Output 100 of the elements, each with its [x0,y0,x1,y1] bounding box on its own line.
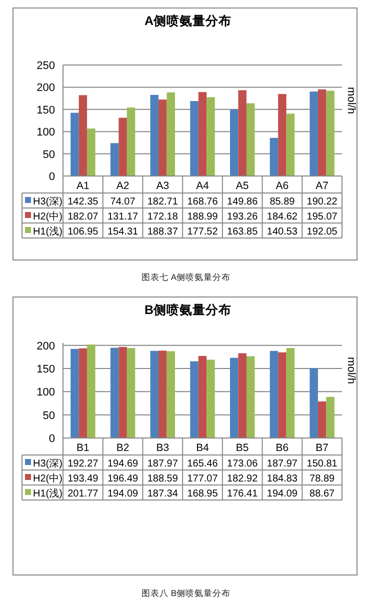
bar [198,356,207,438]
data-label: 184.62 [266,212,298,222]
bar [118,346,127,438]
data-label: 140.53 [266,226,298,238]
data-label: 192.27 [68,458,99,470]
bar [70,112,79,176]
bar [246,356,255,438]
x-tick-label: B3 [156,442,170,454]
data-label: 106.95 [68,226,99,238]
bar [246,103,255,176]
data-label: 193.49 [68,474,99,484]
bar [206,97,215,176]
data-label: 187.97 [266,458,298,470]
data-label: 194.69 [107,458,139,470]
bar [78,95,88,176]
bar [70,348,79,438]
bar [190,101,198,176]
y-axis-title: mol/h [345,87,357,114]
data-label: 188.59 [147,474,178,484]
bar [110,348,119,438]
x-tick-label: A2 [116,180,130,192]
bar [166,351,175,438]
y-tick-label: 100 [36,126,55,139]
legend-label: H2(中) [33,472,62,484]
data-label: 173.06 [227,458,258,470]
x-tick-label: A3 [156,180,170,192]
chart-title: A侧喷氨量分布 [144,14,232,28]
data-label: 78.89 [310,474,336,484]
text: 图表七 A侧喷氨量分布 [141,272,231,282]
data-label: 196.49 [107,474,139,484]
x-tick-label: A6 [276,180,289,192]
data-label: 182.71 [147,196,178,208]
data-label: 177.07 [187,474,218,484]
x-tick-label: A7 [316,180,329,192]
bar [286,114,295,176]
y-tick-label: 50 [42,148,55,161]
y-tick-label: 200 [36,82,55,94]
bar [230,358,238,438]
data-label: 182.07 [68,212,99,222]
data-label: 165.46 [187,458,218,470]
data-label: 74.07 [110,196,136,208]
legend-label: H1(浅) [33,226,62,238]
y-tick-label: 50 [42,410,55,422]
data-label: 195.07 [306,212,338,222]
data-label: 194.09 [107,488,139,500]
data-label: 142.35 [68,196,99,208]
data-label: 154.31 [107,226,139,238]
data-label: 168.76 [187,196,218,208]
bar [270,350,278,438]
data-label: 188.37 [147,226,178,238]
bar [238,353,246,438]
data-label: 194.09 [266,488,298,500]
bar [318,401,326,438]
data-label: 177.52 [187,226,218,238]
bar [230,109,238,176]
bar [78,348,88,438]
data-label: 150.81 [306,458,338,470]
bar [118,118,127,176]
data-label: 190.22 [306,196,338,208]
legend-label: H2(中) [33,210,62,222]
data-label: 88.67 [310,488,336,500]
x-tick-label: A5 [236,180,249,192]
data-label: 163.85 [227,226,258,238]
data-label: 187.34 [147,488,178,500]
bar [158,350,167,438]
bar [286,348,295,438]
data-label: 192.05 [306,226,338,238]
data-label: 172.18 [147,212,178,222]
data-label: 85.89 [270,196,296,208]
bar [150,94,159,176]
bar [206,360,215,438]
x-tick-label: B1 [76,442,90,454]
bar [87,344,96,438]
bar [238,90,246,176]
bar [310,92,318,176]
x-tick-label: B7 [316,442,329,454]
y-tick-label: 200 [36,340,55,352]
data-label: 168.95 [187,488,218,500]
bar [126,107,136,176]
bar [278,94,286,176]
data-label: 131.17 [107,212,139,222]
y-axis-title: mol/h [345,357,357,384]
x-tick-label: B6 [276,442,289,454]
data-label: 149.86 [227,196,258,208]
x-tick-label: B5 [236,442,249,454]
y-tick-label: 250 [36,60,55,72]
data-label: 182.92 [227,474,258,484]
bar [198,92,207,176]
data-label: 193.26 [227,212,258,222]
bar [150,350,159,438]
data-label: 201.77 [68,488,99,500]
text: 图表八 B侧喷氨量分布 [141,588,231,598]
y-tick-label: 0 [48,171,55,183]
bar [126,348,136,438]
y-tick-label: 0 [48,433,55,445]
data-label: 176.41 [227,488,258,500]
bar [326,396,334,438]
y-tick-label: 150 [36,363,55,376]
legend-label: H1(浅) [33,488,62,500]
x-tick-label: B2 [116,442,130,454]
